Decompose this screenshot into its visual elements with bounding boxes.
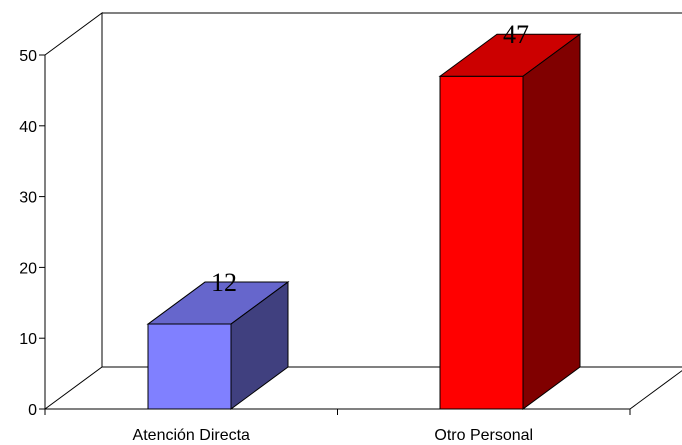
chart-walls <box>44 12 682 410</box>
y-tick-label: 50 <box>19 48 37 65</box>
y-tick-label: 40 <box>19 119 37 136</box>
data-label: 47 <box>503 20 529 49</box>
floor <box>44 366 682 410</box>
bar-front-face <box>147 323 232 410</box>
back-wall <box>102 12 682 14</box>
chart-bars <box>146 33 582 410</box>
bar-1 <box>146 281 290 410</box>
bar-side-face <box>230 281 289 410</box>
y-tick-label: 30 <box>19 190 37 207</box>
data-label: 12 <box>211 268 237 297</box>
bar-side-face <box>522 33 581 410</box>
y-tick-label: 0 <box>28 402 37 419</box>
chart-axes: 0 10 20 30 40 50 Atención Directa Otro Personal <box>19 48 631 444</box>
x-tick-label: Otro Personal <box>434 427 533 444</box>
bar-front-face <box>439 75 524 410</box>
chart-labels: 12 47 <box>211 20 529 297</box>
bar-2 <box>438 33 582 410</box>
y-tick-label: 10 <box>19 331 37 348</box>
x-tick-label: Atención Directa <box>133 427 250 444</box>
y-tick-label: 20 <box>19 260 37 277</box>
side-wall <box>44 12 103 367</box>
